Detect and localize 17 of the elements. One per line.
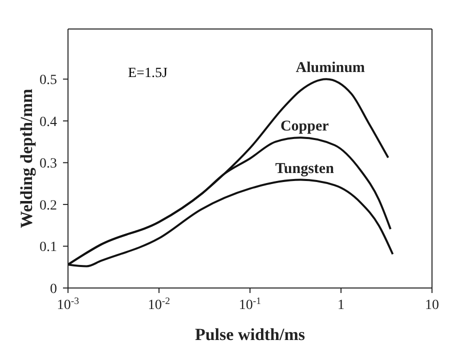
x-tick-label: 10: [425, 298, 439, 313]
y-tick-label: 0.3: [40, 156, 57, 172]
x-tick-label: 1: [338, 298, 344, 313]
x-axis-title: Pulse width/ms: [194, 325, 306, 344]
x-tick-label: 10$^{-3}$: [56, 296, 80, 313]
x-tick-label: 10$^{-2}$: [148, 296, 170, 313]
series-label: Tungsten: [275, 160, 335, 177]
series-label: Aluminum: [296, 60, 366, 76]
y-tick-label: 0.4: [40, 114, 57, 130]
series-label: Copper: [280, 118, 330, 135]
y-tick-label: 0.2: [40, 198, 57, 214]
annotation: E=1.5J: [128, 66, 168, 82]
y-tick-label: 0.5: [40, 73, 57, 88]
y-axis-title: Welding depth/mm: [17, 88, 36, 228]
x-tick-label: 10$^{-1}$: [238, 296, 262, 313]
y-tick-label: 0.1: [40, 240, 57, 256]
y-tick-label: 0: [50, 282, 57, 297]
